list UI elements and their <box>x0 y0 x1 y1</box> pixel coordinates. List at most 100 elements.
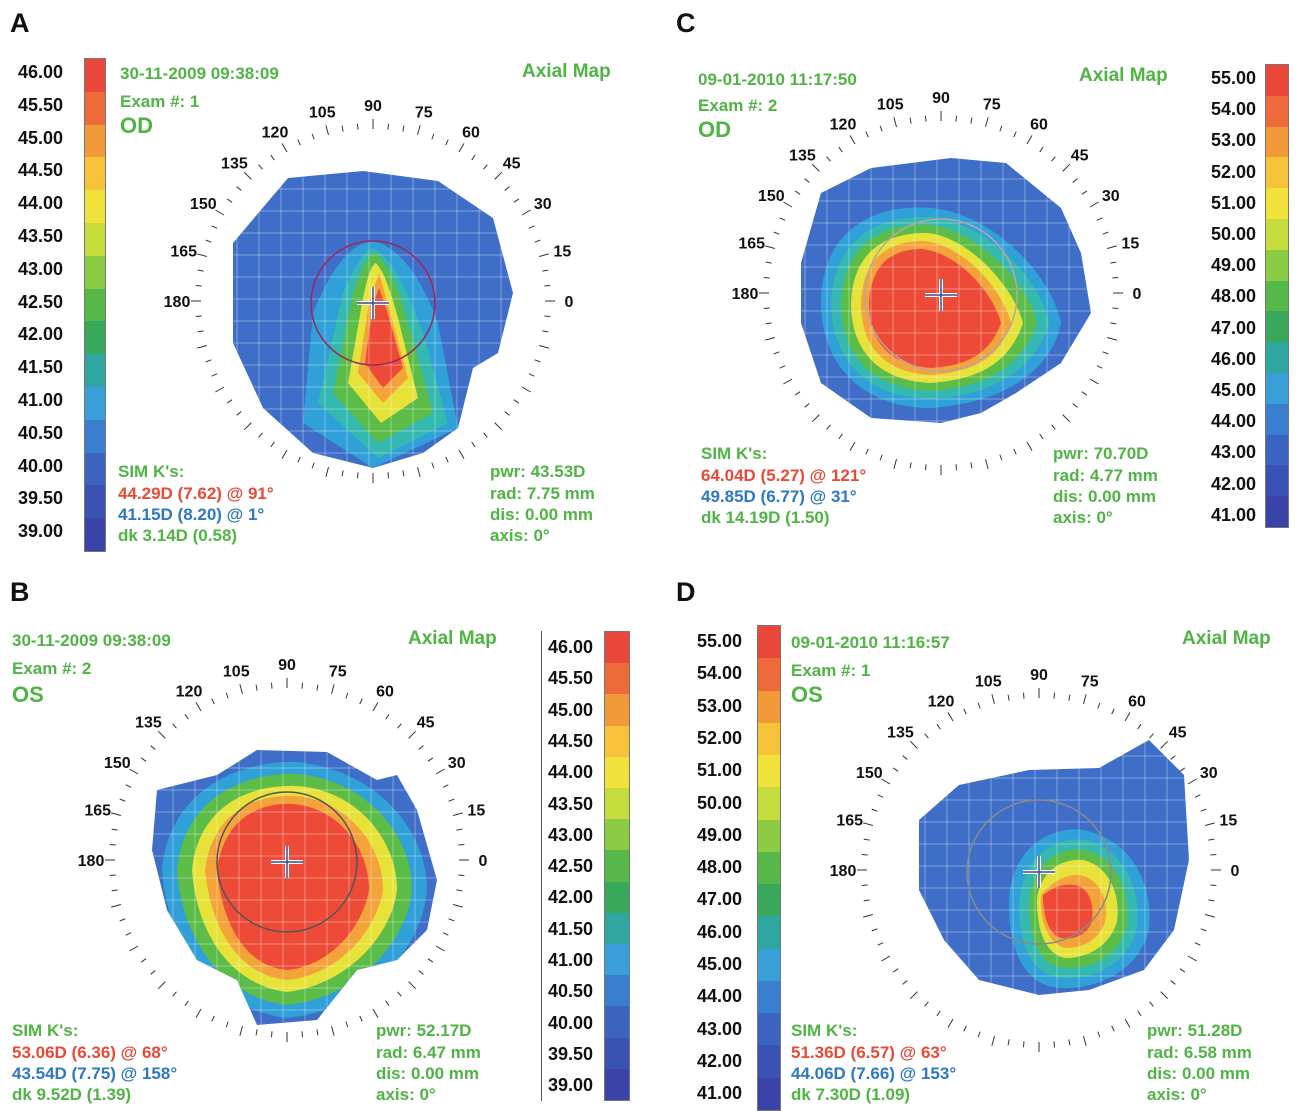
scale-value: 43.50 <box>18 226 64 246</box>
angle-label: 90 <box>364 98 382 115</box>
angle-label: 75 <box>415 105 433 122</box>
degree-tick <box>387 472 390 479</box>
degree-tick <box>534 239 541 243</box>
degree-tick <box>427 958 434 963</box>
degree-tick <box>258 164 263 170</box>
scale-swatch <box>758 851 780 885</box>
topography-zone <box>869 249 1001 368</box>
degree-tick <box>442 784 449 788</box>
degree-tick <box>1096 217 1103 221</box>
exam-number: Exam #: 2 <box>698 96 778 115</box>
scale-value: 44.00 <box>18 193 64 214</box>
degree-tick <box>902 755 908 760</box>
scale-value: 42.50 <box>548 856 594 877</box>
degree-tick <box>970 117 973 124</box>
angle-label: 15 <box>1121 235 1139 252</box>
degree-tick <box>539 345 549 349</box>
degree-tick <box>783 201 793 208</box>
degree-tick <box>195 284 202 287</box>
degree-tick <box>356 123 359 130</box>
degree-tick <box>521 209 531 216</box>
sim-k2: 43.54D (7.75) @ 158° <box>12 1064 178 1083</box>
degree-tick <box>140 757 147 762</box>
scale-value: 41.50 <box>18 357 64 378</box>
degree-tick <box>1111 1025 1115 1032</box>
degree-tick <box>1083 694 1087 704</box>
scale-swatch <box>758 819 780 853</box>
color-scale-bar <box>757 625 781 1111</box>
degree-tick <box>215 386 225 393</box>
degree-tick <box>893 459 897 469</box>
degree-tick <box>504 186 510 191</box>
panel-d: D 55.00 54.00 53.00 52.00 51.00 50.00 49.00 48.… <box>651 553 1302 1111</box>
degree-tick <box>947 712 954 722</box>
degree-tick <box>804 403 810 408</box>
angle-label: 45 <box>417 714 435 731</box>
exam-number: Exam #: 1 <box>120 92 200 111</box>
panel-letter: B <box>10 577 30 607</box>
panel-a: A 46.00 45.50 45.00 44.50 44.00 43.50 43.00 42.… <box>0 0 651 553</box>
angle-label: 105 <box>223 664 250 681</box>
degree-tick <box>301 1031 304 1038</box>
angle-label: 90 <box>1030 667 1048 684</box>
scale-value: 43.00 <box>697 1018 743 1039</box>
degree-tick <box>963 708 967 715</box>
degree-tick <box>924 1001 929 1007</box>
degree-tick <box>458 843 465 846</box>
angle-label: 75 <box>1081 674 1099 691</box>
rad-value: rad: 6.47 mm <box>376 1043 481 1062</box>
degree-tick <box>111 812 121 816</box>
axis-value: axis: 0° <box>1053 508 1113 527</box>
scale-value: 49.00 <box>697 824 743 845</box>
scale-value: 49.00 <box>1211 255 1257 276</box>
degree-tick <box>448 918 455 922</box>
degree-tick <box>408 730 417 739</box>
scale-value: 43.50 <box>548 793 594 814</box>
angle-label: 150 <box>190 196 217 213</box>
degree-tick <box>783 378 793 385</box>
scale-swatch <box>605 944 629 976</box>
scale-value: 52.00 <box>697 727 743 748</box>
angle-label: 0 <box>1231 863 1240 880</box>
eye-label: OD <box>120 113 153 138</box>
degree-tick <box>513 198 520 203</box>
sim-dk: dk 3.14D (0.58) <box>118 526 238 545</box>
scale-value: 53.00 <box>697 695 743 716</box>
degree-tick <box>1083 1036 1087 1046</box>
degree-tick <box>435 768 445 775</box>
eye-label: OS <box>791 682 823 707</box>
degree-tick <box>356 472 359 479</box>
scale-swatch <box>85 124 105 158</box>
degree-tick <box>172 991 177 997</box>
degree-tick <box>435 945 445 952</box>
degree-tick <box>184 713 189 720</box>
angle-label: 120 <box>262 124 289 141</box>
scale-value: 52.00 <box>1211 161 1257 182</box>
angle-label: 105 <box>975 674 1002 691</box>
panel-letter: C <box>676 8 696 38</box>
pupil-ring <box>216 791 358 933</box>
degree-tick <box>1097 1031 1101 1038</box>
degree-tick <box>431 133 435 140</box>
degree-tick <box>765 245 775 249</box>
axis-value: axis: 0° <box>490 526 550 545</box>
degree-tick <box>125 784 132 788</box>
pwr-value: pwr: 43.53D <box>490 462 586 481</box>
degree-tick <box>243 171 252 180</box>
scale-swatch <box>758 626 780 659</box>
degree-tick <box>427 757 434 762</box>
scale-swatch <box>605 881 629 914</box>
degree-tick <box>109 874 116 877</box>
scale-swatch <box>85 452 105 486</box>
degree-tick <box>1022 692 1025 699</box>
degree-tick <box>1081 391 1088 396</box>
scale-value: 43.00 <box>548 824 594 845</box>
degree-tick <box>385 713 390 720</box>
scale-swatch <box>758 722 780 756</box>
scale-value: 42.50 <box>18 291 64 312</box>
degree-tick <box>236 186 242 191</box>
degree-tick <box>1187 778 1197 785</box>
degree-tick <box>863 899 870 902</box>
scale-swatch <box>1266 496 1288 528</box>
degree-tick <box>197 253 207 257</box>
